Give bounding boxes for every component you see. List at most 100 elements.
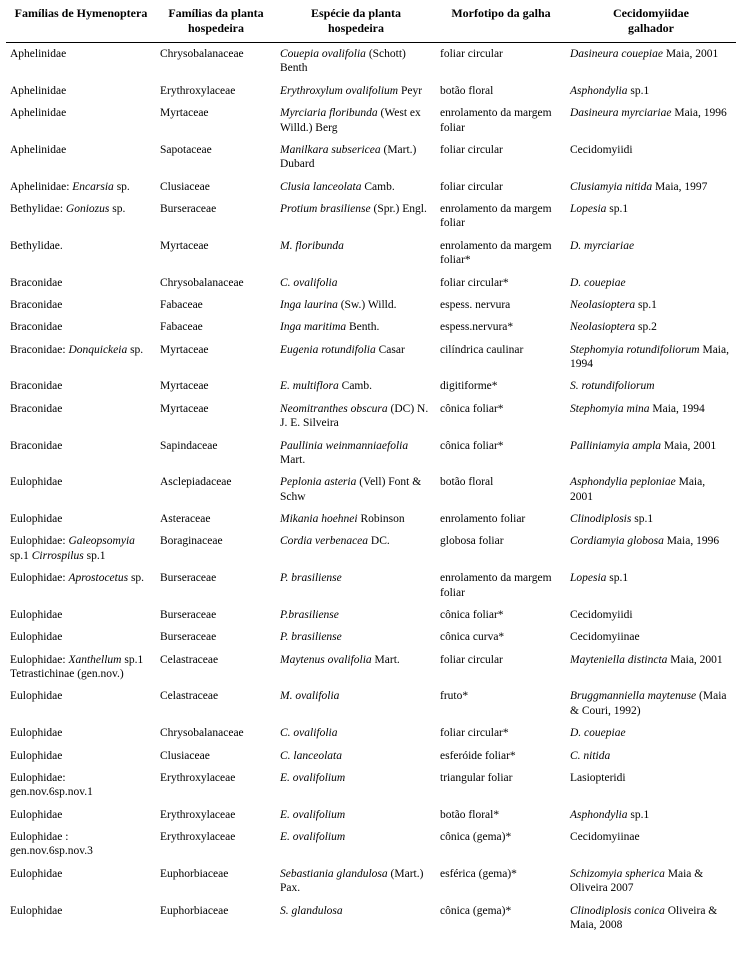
table-row: EulophidaeBurseraceaeP.brasiliensecônica… — [6, 604, 736, 626]
table-row: EulophidaeBurseraceaeP. brasiliensecônic… — [6, 626, 736, 648]
cell-morphotype: triangular foliar — [436, 767, 566, 804]
table-row: Eulophidae: Xanthellum sp.1 Tetrastichin… — [6, 649, 736, 686]
cell-morphotype: enrolamento foliar — [436, 508, 566, 530]
cell-plant-family: Sapindaceae — [156, 435, 276, 472]
cell-morphotype: digitiforme* — [436, 375, 566, 397]
cell-morphotype: enrolamento da margem foliar* — [436, 235, 566, 272]
table-row: Eulophidae : gen.nov.6sp.nov.3Erythroxyl… — [6, 826, 736, 863]
cell-hymenoptera: Braconidae — [6, 272, 156, 294]
cell-morphotype: espess. nervura — [436, 294, 566, 316]
cell-hymenoptera: Aphelinidae — [6, 80, 156, 102]
cell-plant-family: Sapotaceae — [156, 139, 276, 176]
cell-morphotype: enrolamento da margem foliar — [436, 567, 566, 604]
cell-plant-species: P.brasiliense — [276, 604, 436, 626]
cell-morphotype: cilíndrica caulinar — [436, 339, 566, 376]
cell-morphotype: esferóide foliar* — [436, 745, 566, 767]
cell-hymenoptera: Eulophidae: Aprostocetus sp. — [6, 567, 156, 604]
cell-plant-family: Myrtaceae — [156, 235, 276, 272]
cell-plant-species: C. ovalifolia — [276, 722, 436, 744]
cell-cecidomyiidae: Stephomyia mina Maia, 1994 — [566, 398, 736, 435]
cell-hymenoptera: Eulophidae — [6, 745, 156, 767]
table-row: AphelinidaeErythroxylaceaeErythroxylum o… — [6, 80, 736, 102]
cell-cecidomyiidae: Mayteniella distincta Maia, 2001 — [566, 649, 736, 686]
table-row: BraconidaeFabaceaeInga maritima Benth.es… — [6, 316, 736, 338]
cell-plant-family: Myrtaceae — [156, 339, 276, 376]
cell-plant-species: Erythroxylum ovalifolium Peyr — [276, 80, 436, 102]
cell-hymenoptera: Eulophidae — [6, 804, 156, 826]
table-row: BraconidaeFabaceaeInga laurina (Sw.) Wil… — [6, 294, 736, 316]
cell-plant-family: Erythroxylaceae — [156, 826, 276, 863]
table-row: EulophidaeErythroxylaceaeE. ovalifoliumb… — [6, 804, 736, 826]
cell-morphotype: botão floral — [436, 80, 566, 102]
cell-cecidomyiidae: Clinodiplosis sp.1 — [566, 508, 736, 530]
cell-cecidomyiidae: Bruggmanniella maytenuse (Maia & Couri, … — [566, 685, 736, 722]
cell-cecidomyiidae: Neolasioptera sp.1 — [566, 294, 736, 316]
table-row: Braconidae: Donquickeia sp.MyrtaceaeEuge… — [6, 339, 736, 376]
cell-plant-species: E. ovalifolium — [276, 826, 436, 863]
cell-plant-species: P. brasiliense — [276, 626, 436, 648]
cell-hymenoptera: Bethylidae. — [6, 235, 156, 272]
cell-plant-species: Myrciaria floribunda (West ex Willd.) Be… — [276, 102, 436, 139]
cell-hymenoptera: Eulophidae: gen.nov.6sp.nov.1 — [6, 767, 156, 804]
cell-cecidomyiidae: Clusiamyia nitida Maia, 1997 — [566, 176, 736, 198]
cell-plant-species: P. brasiliense — [276, 567, 436, 604]
cell-hymenoptera: Eulophidae — [6, 471, 156, 508]
table-row: EulophidaeEuphorbiaceaeSebastiania gland… — [6, 863, 736, 900]
cell-morphotype: enrolamento da margem foliar — [436, 102, 566, 139]
cell-cecidomyiidae: Asphondylia peploniae Maia, 2001 — [566, 471, 736, 508]
cell-plant-family: Burseraceae — [156, 604, 276, 626]
table-row: EulophidaeCelastraceaeM. ovalifoliafruto… — [6, 685, 736, 722]
cell-plant-family: Erythroxylaceae — [156, 804, 276, 826]
cell-cecidomyiidae: D. myrciariae — [566, 235, 736, 272]
cell-cecidomyiidae: Lopesia sp.1 — [566, 198, 736, 235]
cell-morphotype: espess.nervura* — [436, 316, 566, 338]
cell-cecidomyiidae: Stephomyia rotundifoliorum Maia, 1994 — [566, 339, 736, 376]
table-row: BraconidaeMyrtaceaeE. multiflora Camb.di… — [6, 375, 736, 397]
cell-morphotype: foliar circular — [436, 176, 566, 198]
cell-cecidomyiidae: Lasiopteridi — [566, 767, 736, 804]
cell-cecidomyiidae: Clinodiplosis conica Oliveira & Maia, 20… — [566, 900, 736, 937]
parasitoid-table: Famílias de Hymenoptera Famílias da plan… — [6, 4, 736, 936]
cell-morphotype: foliar circular — [436, 139, 566, 176]
table-row: BraconidaeMyrtaceaeNeomitranthes obscura… — [6, 398, 736, 435]
table-row: Bethylidae: Goniozus sp.BurseraceaeProti… — [6, 198, 736, 235]
cell-morphotype: cônica foliar* — [436, 398, 566, 435]
cell-plant-species: Eugenia rotundifolia Casar — [276, 339, 436, 376]
cell-hymenoptera: Eulophidae: Galeopsomyia sp.1 Cirrospilu… — [6, 530, 156, 567]
table-row: AphelinidaeSapotaceaeManilkara subserice… — [6, 139, 736, 176]
cell-plant-species: Sebastiania glandulosa (Mart.) Pax. — [276, 863, 436, 900]
cell-morphotype: foliar circular — [436, 43, 566, 80]
header-row: Famílias de Hymenoptera Famílias da plan… — [6, 4, 736, 43]
cell-hymenoptera: Eulophidae — [6, 863, 156, 900]
cell-cecidomyiidae: Schizomyia spherica Maia & Oliveira 2007 — [566, 863, 736, 900]
cell-hymenoptera: Eulophidae — [6, 508, 156, 530]
cell-hymenoptera: Eulophidae — [6, 722, 156, 744]
cell-cecidomyiidae: Cordiamyia globosa Maia, 1996 — [566, 530, 736, 567]
cell-cecidomyiidae: Palliniamyia ampla Maia, 2001 — [566, 435, 736, 472]
cell-hymenoptera: Braconidae — [6, 375, 156, 397]
cell-cecidomyiidae: Asphondylia sp.1 — [566, 80, 736, 102]
cell-plant-species: M. floribunda — [276, 235, 436, 272]
cell-cecidomyiidae: Dasineura couepiae Maia, 2001 — [566, 43, 736, 80]
cell-plant-family: Chrysobalanaceae — [156, 722, 276, 744]
cell-plant-family: Burseraceae — [156, 198, 276, 235]
cell-morphotype: fruto* — [436, 685, 566, 722]
cell-plant-species: M. ovalifolia — [276, 685, 436, 722]
cell-cecidomyiidae: Dasineura myrciariae Maia, 1996 — [566, 102, 736, 139]
cell-hymenoptera: Eulophidae: Xanthellum sp.1 Tetrastichin… — [6, 649, 156, 686]
cell-plant-family: Burseraceae — [156, 567, 276, 604]
cell-morphotype: cônica (gema)* — [436, 900, 566, 937]
cell-plant-species: C. ovalifolia — [276, 272, 436, 294]
cell-hymenoptera: Aphelinidae: Encarsia sp. — [6, 176, 156, 198]
cell-plant-family: Asteraceae — [156, 508, 276, 530]
cell-cecidomyiidae: D. couepiae — [566, 272, 736, 294]
cell-plant-species: Peplonia asteria (Vell) Font & Schw — [276, 471, 436, 508]
cell-hymenoptera: Eulophidae — [6, 685, 156, 722]
cell-plant-species: S. glandulosa — [276, 900, 436, 937]
cell-plant-species: Protium brasiliense (Spr.) Engl. — [276, 198, 436, 235]
cell-morphotype: globosa foliar — [436, 530, 566, 567]
cell-plant-species: E. ovalifolium — [276, 804, 436, 826]
cell-plant-family: Clusiaceae — [156, 176, 276, 198]
cell-plant-family: Myrtaceae — [156, 375, 276, 397]
cell-morphotype: foliar circular* — [436, 722, 566, 744]
